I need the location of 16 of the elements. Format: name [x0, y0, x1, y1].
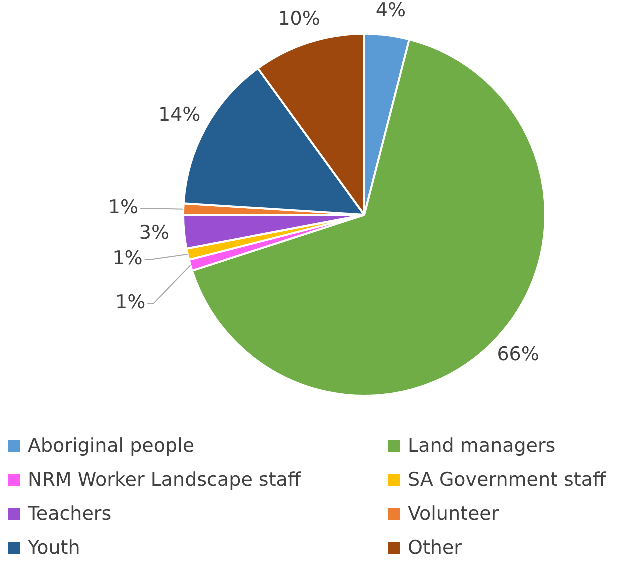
data-label: 1%	[116, 292, 146, 314]
data-label: 66%	[497, 343, 540, 366]
data-label: 3%	[139, 222, 170, 244]
legend-label: SA Government staff	[408, 469, 606, 491]
data-label: 4%	[376, 0, 406, 22]
data-label: 14%	[158, 104, 201, 126]
data-label: 1%	[108, 196, 139, 218]
legend-label: Aboriginal people	[28, 435, 195, 457]
legend-label: Youth	[28, 537, 80, 559]
legend-label: Volunteer	[408, 503, 500, 525]
legend-label: Land managers	[408, 435, 556, 457]
data-label: 1%	[112, 248, 143, 270]
legend-label: Other	[408, 537, 462, 559]
legend-label: NRM Worker Landscape staff	[28, 469, 302, 491]
data-label: 10%	[278, 8, 320, 30]
legend-label: Teachers	[28, 503, 112, 525]
